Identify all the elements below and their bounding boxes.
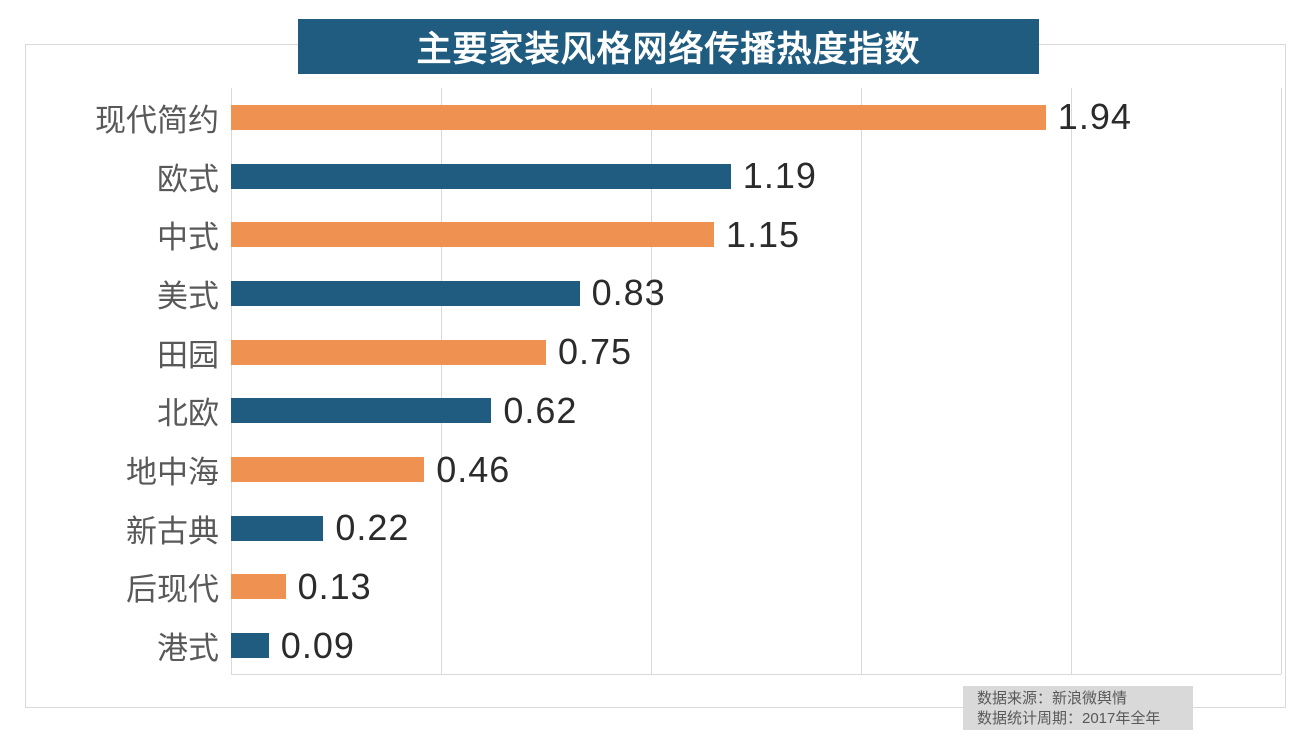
bar xyxy=(231,104,1046,130)
value-label: 0.62 xyxy=(503,389,578,431)
bar-track: 0.13 xyxy=(231,558,1281,617)
source-note-box: 数据来源：新浪微舆情 数据统计周期：2017年全年 xyxy=(963,686,1193,730)
bar-track: 1.94 xyxy=(231,88,1281,147)
gridline xyxy=(230,88,232,674)
gridline xyxy=(440,88,442,674)
value-label: 1.15 xyxy=(726,213,801,255)
bar-track: 1.19 xyxy=(231,147,1281,206)
chart-row: 中式 1.15 xyxy=(25,205,1281,264)
chart-row: 田园 0.75 xyxy=(25,323,1281,382)
category-label: 欧式 xyxy=(157,161,219,197)
category-label: 后现代 xyxy=(126,572,219,608)
bar-track: 0.22 xyxy=(231,499,1281,558)
category-label: 中式 xyxy=(157,220,219,256)
value-label: 0.75 xyxy=(558,331,633,373)
category-label: 地中海 xyxy=(126,455,219,491)
chart-row: 港式 0.09 xyxy=(25,616,1281,675)
bar xyxy=(231,515,324,541)
bar xyxy=(231,457,425,483)
source-line-1: 数据来源：新浪微舆情 xyxy=(977,690,1128,707)
category-label: 现代简约 xyxy=(95,102,219,138)
category-label: 北欧 xyxy=(157,396,219,432)
bar xyxy=(231,280,580,306)
chart-title-banner: 主要家装风格网络传播热度指数 xyxy=(298,19,1039,74)
plot-gridlines xyxy=(230,88,1282,675)
bar xyxy=(231,633,269,659)
source-line-2: 数据统计周期：2017年全年 xyxy=(977,710,1161,727)
bar xyxy=(231,574,286,600)
bar-track: 0.46 xyxy=(231,440,1281,499)
bar xyxy=(231,222,714,248)
gridline xyxy=(1280,88,1282,674)
chart-row: 后现代 0.13 xyxy=(25,558,1281,617)
bar xyxy=(231,339,546,365)
chart-row: 北欧 0.62 xyxy=(25,382,1281,441)
value-label: 0.46 xyxy=(436,448,511,490)
chart-row: 欧式 1.19 xyxy=(25,147,1281,206)
value-label: 0.22 xyxy=(335,507,410,549)
bar xyxy=(231,163,731,189)
value-label: 0.83 xyxy=(591,272,666,314)
category-label: 美式 xyxy=(157,278,219,314)
value-label: 0.13 xyxy=(297,565,372,607)
bar xyxy=(231,398,492,424)
category-label: 新古典 xyxy=(126,513,219,549)
chart-row: 新古典 0.22 xyxy=(25,499,1281,558)
bar-track: 0.62 xyxy=(231,382,1281,441)
chart-row: 美式 0.83 xyxy=(25,264,1281,323)
category-label: 港式 xyxy=(157,631,219,667)
bar-track: 0.75 xyxy=(231,323,1281,382)
chart-row: 地中海 0.46 xyxy=(25,440,1281,499)
value-label: 0.09 xyxy=(280,624,355,666)
bar-track: 0.09 xyxy=(231,616,1281,675)
value-label: 1.19 xyxy=(742,155,817,197)
chart-row: 现代简约 1.94 xyxy=(25,88,1281,147)
value-label: 1.94 xyxy=(1057,96,1132,138)
gridline xyxy=(860,88,862,674)
bar-rows: 现代简约 1.94 欧式 1.19 中式 1.15 美式 0.83 田园 0.75 北欧 0.62 地中… xyxy=(25,88,1281,675)
gridline xyxy=(650,88,652,674)
bar-track: 0.83 xyxy=(231,264,1281,323)
bar-track: 1.15 xyxy=(231,205,1281,264)
gridline xyxy=(1070,88,1072,674)
chart-title: 主要家装风格网络传播热度指数 xyxy=(416,30,921,69)
category-label: 田园 xyxy=(157,337,219,373)
